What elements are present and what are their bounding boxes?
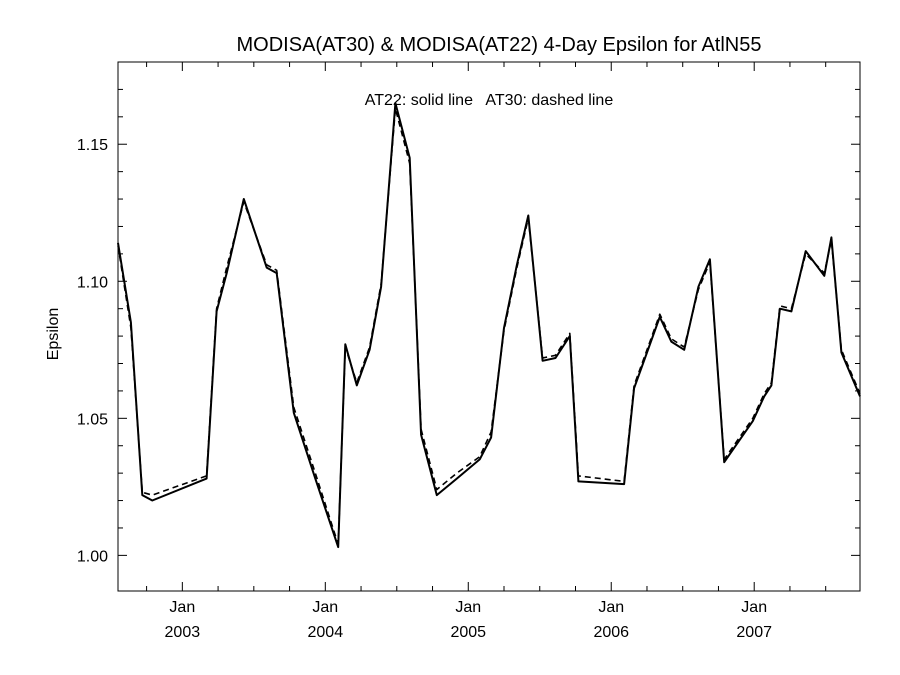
y-tick-label: 1.00 [77, 548, 108, 565]
x-tick-month-label: Jan [598, 599, 624, 616]
x-tick-month-label: Jan [169, 599, 195, 616]
y-tick-label: 1.05 [77, 411, 108, 428]
series-line-at22 [117, 102, 861, 549]
chart-title: MODISA(AT30) & MODISA(AT22) 4-Day Epsilo… [237, 34, 762, 56]
x-tick-year-label: 2004 [308, 624, 344, 641]
x-tick-month-label: Jan [741, 599, 767, 616]
series-line-at30 [117, 107, 861, 546]
series-legend-note: AT22: solid line AT30: dashed line [365, 92, 614, 109]
x-tick-year-label: 2007 [736, 624, 772, 641]
x-tick-month-label: Jan [455, 599, 481, 616]
y-axis-label: Epsilon [45, 308, 62, 360]
y-tick-label: 1.10 [77, 274, 108, 291]
plot-frame [117, 61, 861, 592]
x-tick-year-label: 2003 [165, 624, 201, 641]
axis-ticks: 1.00 1.05 1.10 1.15 Jan 2003 Jan 2004 Jan 2005 Jan… [77, 62, 860, 641]
series-lines [117, 102, 861, 549]
x-tick-year-label: 2005 [450, 624, 486, 641]
x-tick-month-label: Jan [312, 599, 338, 616]
x-tick-year-label: 2006 [593, 624, 629, 641]
y-tick-label: 1.15 [77, 137, 108, 154]
